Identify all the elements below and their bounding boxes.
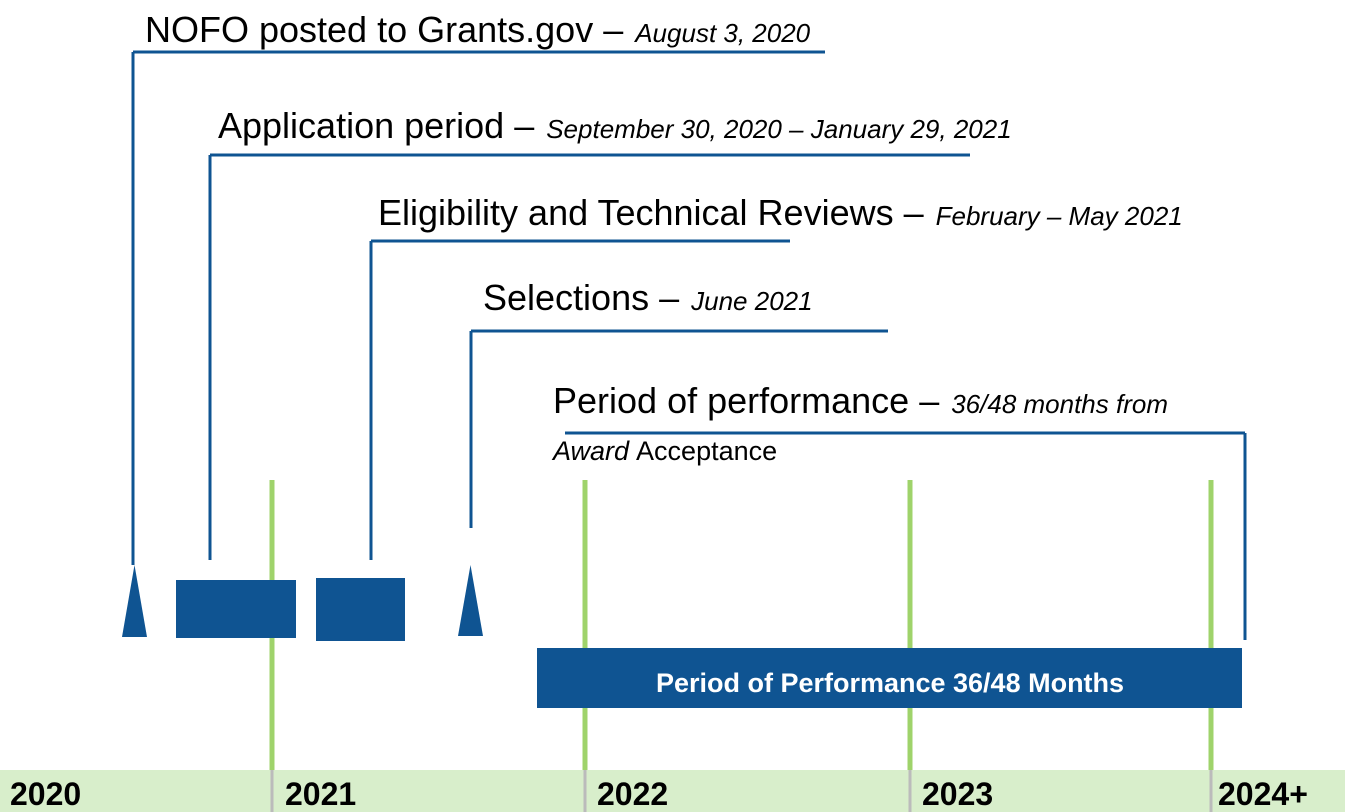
year-label: 2024+ bbox=[1218, 776, 1308, 812]
milestone-text-line2: Award Acceptance bbox=[551, 436, 777, 466]
year-label: 2021 bbox=[285, 776, 356, 812]
milestone-text: Eligibility and Technical Reviews – Febru… bbox=[378, 192, 1183, 233]
milestone-label: NOFO posted to Grants.gov – bbox=[145, 9, 623, 50]
performance-bar-label: Period of Performance 36/48 Months bbox=[656, 668, 1124, 698]
milestone-detail: 36/48 months from bbox=[951, 389, 1168, 419]
milestone-detail: September 30, 2020 – January 29, 2021 bbox=[546, 114, 1011, 144]
year-band bbox=[0, 770, 1345, 812]
milestone-marker bbox=[458, 565, 483, 636]
milestone-detail: June 2021 bbox=[690, 286, 812, 316]
milestone-label: Application period – bbox=[218, 105, 534, 146]
performance-bar bbox=[537, 648, 1242, 708]
milestone-label: Eligibility and Technical Reviews – bbox=[378, 192, 924, 233]
milestone-detail: August 3, 2020 bbox=[633, 18, 810, 48]
year-label: 2023 bbox=[922, 776, 993, 812]
milestone-detail-rest: Acceptance bbox=[636, 436, 777, 466]
milestone-text: Application period – September 30, 2020 –… bbox=[218, 105, 1012, 146]
milestone-text: Period of performance – 36/48 months from bbox=[553, 380, 1168, 421]
milestone-text: Selections – June 2021 bbox=[483, 277, 813, 318]
year-label: 2020 bbox=[10, 776, 81, 812]
milestone-block bbox=[316, 578, 405, 641]
milestone-label: Period of performance – bbox=[553, 380, 939, 421]
milestone-marker bbox=[122, 565, 147, 637]
year-label: 2022 bbox=[597, 776, 668, 812]
milestone-detail-italic: Award bbox=[551, 436, 630, 466]
milestone-text: NOFO posted to Grants.gov – August 3, 202… bbox=[145, 9, 811, 50]
milestone-label: Selections – bbox=[483, 277, 679, 318]
milestone-detail: February – May 2021 bbox=[936, 201, 1183, 231]
milestone-block bbox=[176, 580, 296, 638]
